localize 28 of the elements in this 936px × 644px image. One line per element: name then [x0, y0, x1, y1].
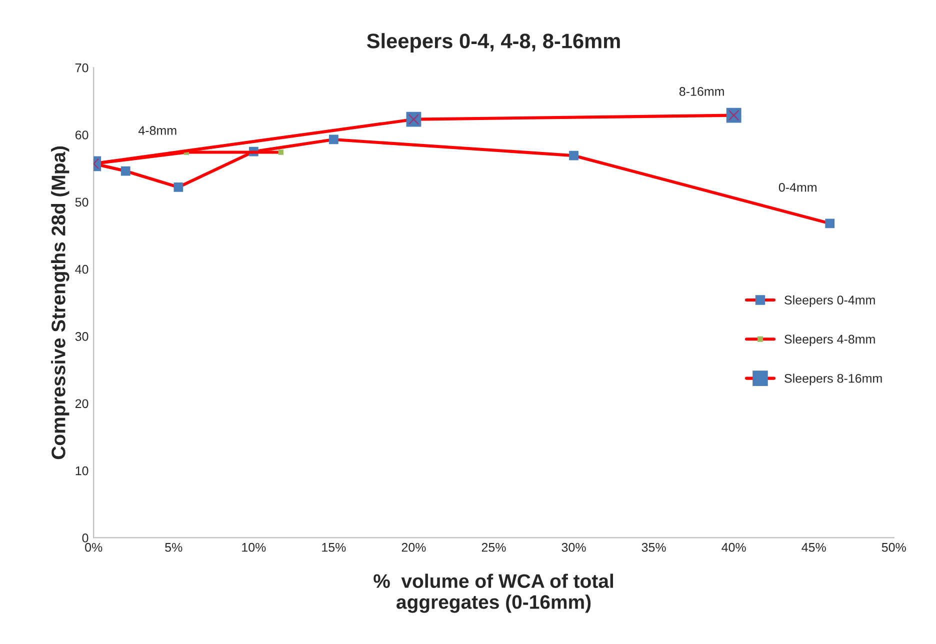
x-tick-label: 25%: [482, 542, 506, 552]
y-tick-label: 10: [76, 466, 88, 476]
annotation: 0-4mm: [778, 182, 816, 192]
x-tick-label: 10%: [242, 542, 266, 552]
chart-title: Sleepers 0-4, 4-8, 8-16mm: [366, 33, 620, 52]
legend-label: Sleepers 0-4mm: [784, 295, 875, 307]
annotation: 4-8mm: [138, 126, 176, 135]
y-tick-label: 30: [75, 332, 88, 341]
y-tick-label: 70: [75, 63, 88, 72]
y-tick-label: 20: [75, 399, 88, 408]
x-tick-label: 45%: [802, 542, 826, 552]
x-tick-label: 40%: [722, 542, 746, 552]
y-tick-label: 50: [75, 198, 88, 207]
x-tick-label: 5%: [165, 542, 182, 552]
y-axis-title: Compressive Strengths 28d (Mpa): [51, 146, 70, 460]
x-axis-title: % volume of WCA of total aggregates (0-16mm): [374, 574, 613, 613]
x-tick-label: 20%: [402, 542, 426, 552]
x-tick-label: 15%: [322, 542, 346, 552]
x-tick-label: 35%: [642, 542, 666, 552]
y-tick-label: 60: [75, 130, 88, 140]
y-tick-label: 0: [82, 534, 88, 542]
x-tick-label: 50%: [882, 542, 906, 552]
x-tick-label: 0%: [85, 542, 102, 552]
x-tick-label: 30%: [562, 542, 586, 552]
annotation: 8-16mm: [679, 87, 724, 96]
y-tick-label: 40: [75, 264, 88, 274]
legend-label: Sleepers 4-8mm: [784, 334, 875, 346]
legend-label: Sleepers 8-16mm: [784, 374, 882, 386]
